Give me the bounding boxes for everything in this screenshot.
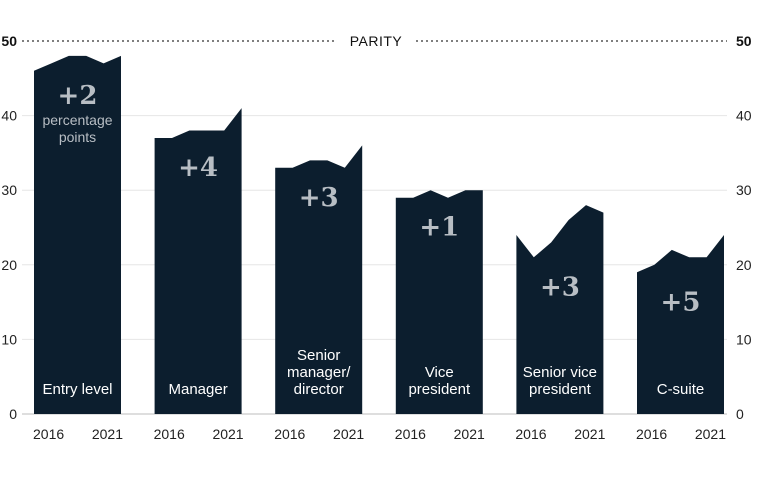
x-tick-start-entry-level: 2016 <box>33 426 64 442</box>
y-tick-right-50: 50 <box>736 33 752 49</box>
x-tick-start-manager: 2016 <box>154 426 185 442</box>
change-value-c-suite: +5 <box>661 287 701 317</box>
change-note-entry-level-1: points <box>59 129 96 145</box>
y-tick-right-0: 0 <box>736 406 744 422</box>
parity-label: PARITY <box>350 33 403 49</box>
category-label-manager-0: Manager <box>168 381 227 398</box>
x-tick-end-c-suite: 2021 <box>695 426 726 442</box>
y-tick-right-10: 10 <box>736 331 752 347</box>
x-tick-start-senior-vice-president: 2016 <box>515 426 546 442</box>
category-label-senior-manager-director-1: manager/ <box>287 364 351 381</box>
x-tick-start-c-suite: 2016 <box>636 426 667 442</box>
change-value-senior-vice-president: +3 <box>540 272 580 302</box>
x-tick-start-senior-manager-director: 2016 <box>274 426 305 442</box>
gridlines <box>22 115 727 415</box>
y-tick-left-0: 0 <box>9 406 17 422</box>
x-tick-end-manager: 2021 <box>212 426 243 442</box>
category-label-vice-president-0: Vice <box>425 364 454 381</box>
y-tick-right-30: 30 <box>736 182 752 198</box>
x-tick-end-entry-level: 2021 <box>92 426 123 442</box>
y-tick-left-50: 50 <box>1 33 17 49</box>
y-tick-right-20: 20 <box>736 257 752 273</box>
category-label-senior-vice-president-1: president <box>529 381 592 398</box>
change-value-manager: +4 <box>178 153 218 183</box>
area-senior-manager-director <box>275 145 363 414</box>
category-label-senior-manager-director-2: director <box>294 381 344 398</box>
x-tick-end-senior-manager-director: 2021 <box>333 426 364 442</box>
category-label-vice-president-1: president <box>408 381 471 398</box>
area-senior-vice-president <box>516 205 604 414</box>
y-tick-right-40: 40 <box>736 108 752 124</box>
x-tick-end-vice-president: 2021 <box>454 426 485 442</box>
category-label-entry-level-0: Entry level <box>42 381 112 398</box>
area-vice-president <box>395 190 483 414</box>
category-label-senior-vice-president-0: Senior vice <box>523 364 597 381</box>
category-label-senior-manager-director-0: Senior <box>297 347 340 364</box>
change-value-entry-level: +2 <box>58 81 98 111</box>
change-note-entry-level-0: percentage <box>42 112 112 128</box>
x-tick-start-vice-president: 2016 <box>395 426 426 442</box>
area-manager <box>154 108 242 414</box>
y-tick-left-10: 10 <box>1 331 17 347</box>
y-tick-left-20: 20 <box>1 257 17 273</box>
change-value-vice-president: +1 <box>419 213 459 243</box>
x-tick-end-senior-vice-president: 2021 <box>574 426 605 442</box>
y-tick-left-40: 40 <box>1 108 17 124</box>
area-c-suite <box>637 235 724 414</box>
y-tick-left-30: 30 <box>1 182 17 198</box>
axes: 0 0 10 10 20 20 30 30 40 40 50 50 2016 2021 2016 2021 20… <box>1 33 751 442</box>
area-series <box>34 55 724 415</box>
category-label-c-suite-0: C-suite <box>657 381 705 398</box>
parity-line: PARITY <box>22 33 727 49</box>
change-value-senior-manager-director: +3 <box>299 183 339 213</box>
area-entry-level <box>34 55 121 415</box>
